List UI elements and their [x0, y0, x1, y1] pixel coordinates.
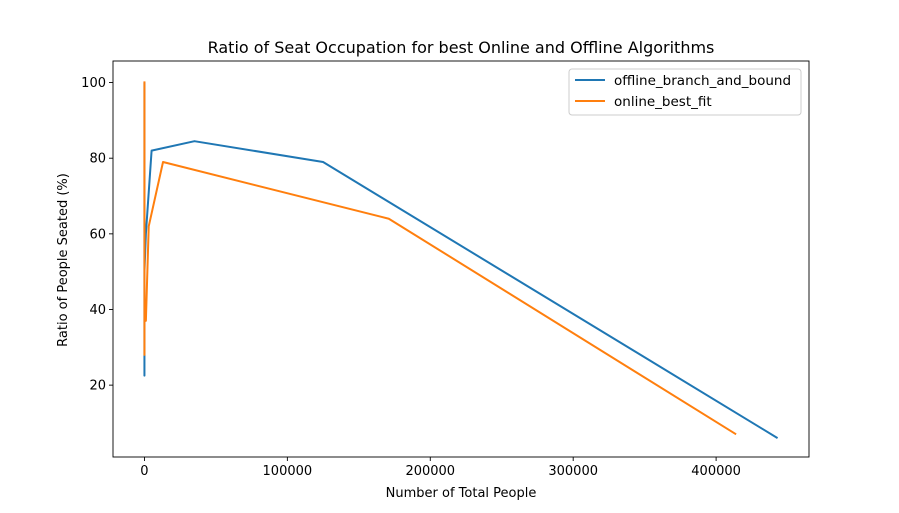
y-tick-label: 60: [89, 227, 106, 242]
legend-box: [568, 68, 802, 116]
x-axis-ticks: 0 100000 200000 300000 400000: [140, 457, 741, 479]
legend: offline_branch_and_bound online_best_fit: [568, 68, 802, 116]
plot-frame: [112, 60, 810, 458]
y-tick-label: 20: [89, 379, 106, 394]
x-tick-label: 400000: [691, 464, 741, 479]
y-tick-label: 100: [81, 76, 106, 91]
series-line-online-best-fit: [143, 81, 737, 436]
x-tick-label: 0: [140, 464, 148, 479]
y-axis-label: Ratio of People Seated (%): [56, 173, 71, 347]
x-tick-label: 100000: [263, 464, 313, 479]
chart-title: Ratio of Seat Occupation for best Online…: [208, 38, 715, 57]
series-layer: [143, 81, 779, 439]
y-axis-ticks: 20 40 60 80 100: [81, 76, 113, 394]
legend-label-offline-branch-and-bound: offline_branch_and_bound: [614, 73, 791, 89]
x-tick-label: 300000: [548, 464, 598, 479]
y-tick-label: 80: [89, 152, 106, 167]
legend-label-online-best-fit: online_best_fit: [614, 94, 712, 110]
x-axis-label: Number of Total People: [386, 486, 537, 501]
x-tick-label: 200000: [405, 464, 455, 479]
y-tick-label: 40: [89, 303, 106, 318]
